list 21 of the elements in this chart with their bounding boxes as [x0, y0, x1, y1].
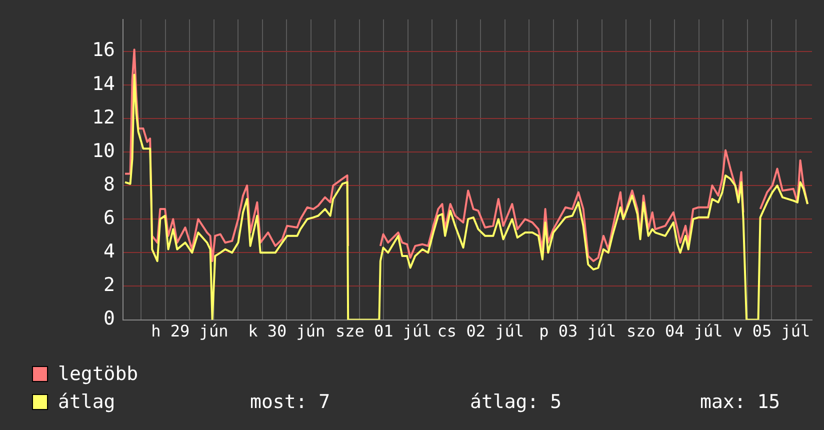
x-tick-label: v 05 júl: [733, 322, 810, 341]
x-tick-label: szo 04 júl: [626, 322, 723, 341]
y-tick-label: 10: [92, 140, 115, 162]
y-tick-label: 16: [92, 39, 115, 62]
y-tick-label: 6: [104, 207, 115, 230]
y-tick-label: 0: [104, 308, 115, 330]
x-tick-label: cs 02 júl: [437, 322, 524, 341]
y-tick-label: 12: [92, 106, 115, 128]
y-tick-label: 8: [104, 173, 115, 196]
x-tick-label: p 03 júl: [539, 322, 616, 341]
y-tick-label: 14: [92, 72, 115, 95]
y-tick-label: 4: [104, 240, 115, 263]
x-tick-label: sze 01 júl: [335, 322, 432, 341]
x-tick-label: k 30 jún: [248, 322, 326, 341]
legend-label: átlag: [58, 391, 116, 413]
x-tick-label: h 29 jún: [151, 322, 228, 341]
legend-label: legtöbb: [58, 363, 138, 385]
text: átlag: 5: [470, 391, 562, 413]
text: most: 7: [250, 391, 330, 413]
text: max: 15: [700, 391, 780, 413]
y-tick-label: 2: [104, 274, 115, 296]
